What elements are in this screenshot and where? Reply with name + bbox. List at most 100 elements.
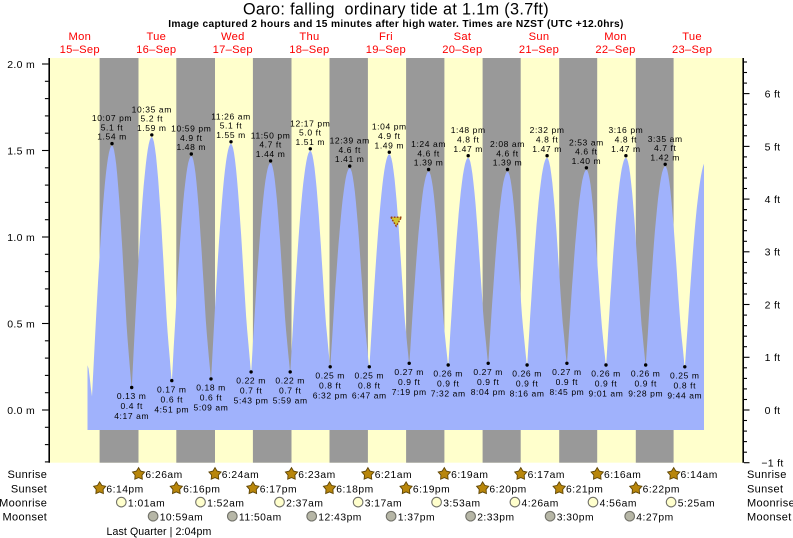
svg-text:1.42 m: 1.42 m [650,152,680,162]
svg-text:1.49 m: 1.49 m [375,140,405,150]
svg-text:4:51 pm: 4:51 pm [154,404,189,414]
svg-text:0.25 m: 0.25 m [670,370,700,380]
svg-text:6:17pm: 6:17pm [260,485,297,496]
svg-text:6:24am: 6:24am [222,470,259,481]
svg-text:0.9 ft: 0.9 ft [516,379,539,389]
svg-text:4:26am: 4:26am [522,498,559,509]
svg-text:16–Sep: 16–Sep [136,44,176,56]
svg-text:4.9 ft: 4.9 ft [378,131,401,141]
svg-text:1.40 m: 1.40 m [572,156,602,166]
svg-text:3:30pm: 3:30pm [557,512,594,523]
svg-text:11:50am: 11:50am [239,512,282,523]
svg-text:7:32 am: 7:32 am [431,389,466,399]
svg-text:12:43pm: 12:43pm [318,512,362,523]
svg-text:6:14pm: 6:14pm [106,485,143,496]
svg-text:3:53am: 3:53am [443,498,480,509]
svg-text:1:52am: 1:52am [207,498,244,509]
svg-text:0.9 ft: 0.9 ft [634,379,657,389]
svg-text:0.26 m: 0.26 m [433,369,463,379]
svg-text:4.9 ft: 4.9 ft [180,133,203,143]
svg-text:0.26 m: 0.26 m [591,369,621,379]
svg-text:6:26am: 6:26am [145,470,182,481]
svg-text:0.26 m: 0.26 m [512,369,542,379]
svg-text:6:21am: 6:21am [375,470,412,481]
svg-text:8:16 am: 8:16 am [510,389,545,399]
svg-text:0.25 m: 0.25 m [355,370,385,380]
svg-text:1.47 m: 1.47 m [532,144,562,154]
svg-text:1.55 m: 1.55 m [216,130,246,140]
svg-text:23–Sep: 23–Sep [672,44,712,56]
svg-text:Sunrise: Sunrise [7,469,47,481]
svg-text:0.8 ft: 0.8 ft [319,380,342,390]
svg-text:Fri: Fri [379,31,393,43]
svg-text:21–Sep: 21–Sep [519,44,559,56]
svg-text:Sunrise: Sunrise [747,469,787,481]
svg-text:1.39 m: 1.39 m [414,158,444,168]
svg-text:Tue: Tue [682,31,702,43]
svg-text:10:35 am: 10:35 am [132,104,172,114]
svg-text:4:56am: 4:56am [600,498,637,509]
svg-text:20–Sep: 20–Sep [442,44,482,56]
svg-text:10:07 pm: 10:07 pm [92,113,132,123]
svg-text:1.41 m: 1.41 m [335,154,365,164]
svg-text:3:17am: 3:17am [365,498,402,509]
svg-text:4.8 ft: 4.8 ft [615,135,638,145]
svg-text:1.59 m: 1.59 m [137,123,167,133]
svg-text:0.26 m: 0.26 m [631,369,661,379]
svg-text:7:19 pm: 7:19 pm [392,387,427,397]
svg-text:Oaro: falling ordinary tide a: Oaro: falling ordinary tide at 1.1m (3.7… [243,0,549,18]
svg-text:Tue: Tue [146,31,166,43]
svg-text:Moonset: Moonset [747,511,792,523]
svg-text:Sunset: Sunset [11,484,47,496]
svg-text:Wed: Wed [221,31,245,43]
svg-text:1.5 m: 1.5 m [7,145,35,157]
svg-text:0.25 m: 0.25 m [315,370,345,380]
svg-text:6:47 am: 6:47 am [352,390,387,400]
svg-text:4.6 ft: 4.6 ft [575,147,598,157]
svg-text:4.6 ft: 4.6 ft [417,148,440,158]
svg-text:15–Sep: 15–Sep [60,44,100,56]
svg-text:6:14am: 6:14am [681,470,718,481]
svg-text:0.9 ft: 0.9 ft [477,377,500,387]
svg-text:2.0 m: 2.0 m [7,59,35,71]
svg-text:17–Sep: 17–Sep [213,44,253,56]
svg-text:10:59am: 10:59am [160,512,204,523]
svg-text:4.8 ft: 4.8 ft [536,135,559,145]
svg-text:6:23am: 6:23am [298,470,335,481]
svg-text:5.1 ft: 5.1 ft [101,122,124,132]
svg-text:6:19pm: 6:19pm [413,485,450,496]
svg-text:0.8 ft: 0.8 ft [358,380,381,390]
svg-text:2 ft: 2 ft [765,299,781,311]
svg-text:1:04 pm: 1:04 pm [372,122,407,132]
svg-text:0.9 ft: 0.9 ft [595,379,618,389]
svg-text:1.44 m: 1.44 m [256,149,286,159]
svg-text:2:53 am: 2:53 am [569,137,604,147]
svg-text:5:09 am: 5:09 am [194,403,229,413]
svg-text:5:43 pm: 5:43 pm [234,396,269,406]
svg-text:5.2 ft: 5.2 ft [141,114,164,124]
svg-text:Sun: Sun [529,31,550,43]
svg-text:0.9 ft: 0.9 ft [437,379,460,389]
svg-text:4.6 ft: 4.6 ft [338,145,361,155]
svg-text:1:48 pm: 1:48 pm [451,125,486,135]
svg-text:1.54 m: 1.54 m [97,132,127,142]
svg-text:0.18 m: 0.18 m [196,383,226,393]
svg-text:0.9 ft: 0.9 ft [398,377,421,387]
svg-text:6:21pm: 6:21pm [566,485,603,496]
svg-text:6:32 pm: 6:32 pm [313,390,348,400]
svg-text:9:28 pm: 9:28 pm [628,389,663,399]
svg-text:1:01am: 1:01am [128,498,165,509]
svg-text:Moonrise: Moonrise [747,497,793,509]
svg-text:2:32 pm: 2:32 pm [530,125,565,135]
svg-text:Image captured 2 hours and 15: Image captured 2 hours and 15 minutes af… [168,19,624,30]
svg-text:1:24 am: 1:24 am [411,139,446,149]
svg-text:Moonset: Moonset [3,511,48,523]
svg-text:4.6 ft: 4.6 ft [496,148,519,158]
svg-text:Mon: Mon [68,31,91,43]
svg-text:5.1 ft: 5.1 ft [220,121,243,131]
svg-text:3 ft: 3 ft [765,247,781,259]
svg-text:19–Sep: 19–Sep [366,44,406,56]
svg-text:6:17am: 6:17am [528,470,565,481]
svg-text:8:45 pm: 8:45 pm [549,387,584,397]
svg-text:5:59 am: 5:59 am [273,396,308,406]
